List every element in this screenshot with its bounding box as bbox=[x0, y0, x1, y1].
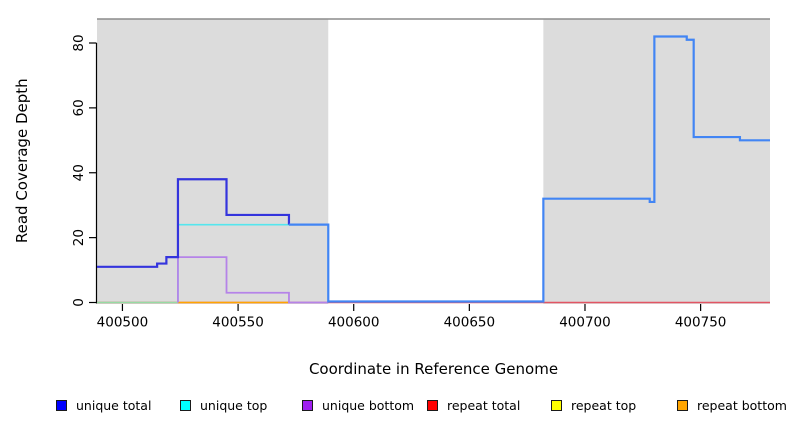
plot-legend: unique total unique top unique bottom re… bbox=[0, 397, 792, 417]
unique-total-line-right bbox=[288, 35, 770, 303]
legend-label: repeat bottom bbox=[697, 397, 787, 413]
unique-bottom-swatch-icon bbox=[302, 399, 313, 411]
y-axis-title: Read Coverage Depth bbox=[13, 78, 31, 243]
unique-total-line-left bbox=[97, 178, 291, 268]
legend-item-repeat-top: repeat top bbox=[551, 397, 636, 413]
x-tick-label: 400750 bbox=[675, 315, 727, 331]
legend-item-repeat-total: repeat total bbox=[427, 397, 520, 413]
coverage-plot: 0 20 40 60 80 400500 400550 400600 400650 400700 4… bbox=[13, 18, 770, 378]
x-tick-label: 400600 bbox=[328, 315, 380, 331]
legend-item-unique-bottom: unique bottom bbox=[302, 397, 414, 413]
right-gray-region bbox=[543, 19, 770, 304]
legend-item-unique-total: unique total bbox=[56, 397, 151, 413]
legend-item-unique-top: unique top bbox=[180, 397, 267, 413]
x-tick-label: 400650 bbox=[444, 315, 496, 331]
y-tick-label: 80 bbox=[71, 34, 87, 51]
legend-label: repeat top bbox=[571, 397, 637, 413]
y-tick-label: 0 bbox=[71, 298, 87, 307]
x-axis-title: Coordinate in Reference Genome bbox=[309, 360, 558, 378]
legend-item-repeat-bottom: repeat bottom bbox=[677, 397, 787, 413]
y-tick-label: 40 bbox=[71, 164, 87, 181]
x-tick-label: 400500 bbox=[97, 315, 149, 331]
unique-top-swatch-icon bbox=[180, 399, 191, 411]
repeat-total-swatch-icon bbox=[427, 399, 438, 411]
repeat-top-swatch-icon bbox=[551, 399, 562, 411]
unique-total-swatch-icon bbox=[56, 399, 67, 411]
y-tick-label: 20 bbox=[71, 229, 87, 246]
repeat-bottom-swatch-icon bbox=[677, 399, 688, 411]
left-gray-region bbox=[97, 19, 329, 304]
legend-label: unique total bbox=[76, 397, 152, 413]
legend-label: unique top bbox=[200, 397, 268, 413]
x-tick-label: 400550 bbox=[212, 315, 264, 331]
legend-label: repeat total bbox=[447, 397, 521, 413]
x-tick-label: 400700 bbox=[559, 315, 611, 331]
y-tick-label: 60 bbox=[71, 99, 87, 116]
legend-label: unique bottom bbox=[322, 397, 415, 413]
